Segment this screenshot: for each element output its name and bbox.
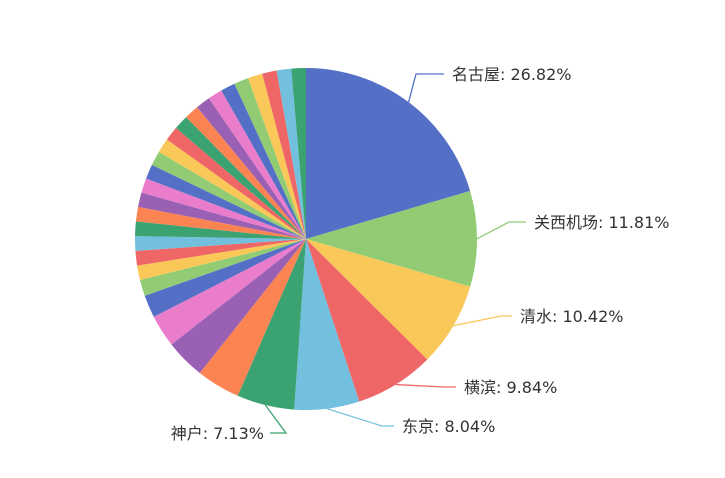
pie-slice-6[interactable]: [237, 239, 306, 410]
slice-label: 东京: 8.04%: [402, 417, 495, 436]
label-leader-line: [264, 404, 288, 434]
pie-slice[interactable]: [153, 239, 306, 345]
pie-slice[interactable]: [221, 83, 306, 239]
pie-slice[interactable]: [234, 78, 306, 239]
pie-slice[interactable]: [208, 90, 306, 239]
label-leader-line: [395, 383, 456, 388]
pie-slice[interactable]: [135, 221, 306, 239]
slice-label: 名古屋: 26.82%: [452, 65, 572, 84]
pie-slice[interactable]: [176, 117, 306, 239]
pie-slice[interactable]: [197, 98, 306, 239]
pie-slice[interactable]: [135, 239, 306, 266]
label-leader-line: [407, 73, 444, 103]
pie-slice[interactable]: [151, 151, 306, 239]
pie-slice[interactable]: [166, 127, 306, 239]
pie-slice[interactable]: [276, 68, 306, 239]
pie-slice[interactable]: [140, 239, 306, 296]
pie-slice[interactable]: [248, 73, 306, 240]
pie-slice[interactable]: [141, 178, 306, 239]
slice-label: 清水: 10.42%: [520, 307, 624, 326]
pie-slice-5[interactable]: [294, 239, 360, 410]
slice-label: 横滨: 9.84%: [464, 378, 557, 397]
label-leader-line: [476, 221, 526, 240]
pie-slice[interactable]: [199, 239, 306, 396]
pie-slice[interactable]: [138, 192, 306, 239]
pie-slice[interactable]: [135, 236, 306, 251]
pie-slice[interactable]: [137, 239, 306, 281]
pie-slice-3[interactable]: [306, 239, 471, 360]
pie-slice[interactable]: [144, 239, 306, 317]
slice-label: 关西机场: 11.81%: [534, 213, 670, 232]
pie-slice-1[interactable]: [306, 68, 471, 239]
pie-labels: 名古屋: 26.82% 关西机场: 11.81% 清水: 10.42% 横滨: 9.8…: [171, 65, 670, 443]
pie-slices: [135, 68, 477, 410]
slice-label: 神户: 7.13%: [171, 424, 264, 443]
pie-slice-4[interactable]: [306, 239, 428, 402]
pie-slice[interactable]: [186, 107, 306, 239]
pie-slice[interactable]: [146, 164, 306, 239]
pie-slice[interactable]: [158, 139, 306, 239]
pie-slice[interactable]: [291, 68, 306, 239]
pie-slice[interactable]: [262, 70, 306, 240]
pie-slice-2[interactable]: [306, 191, 477, 287]
label-leader-line: [453, 315, 512, 327]
pie-slice[interactable]: [135, 206, 306, 239]
label-leader-line: [326, 408, 394, 427]
pie-slice[interactable]: [171, 239, 306, 374]
